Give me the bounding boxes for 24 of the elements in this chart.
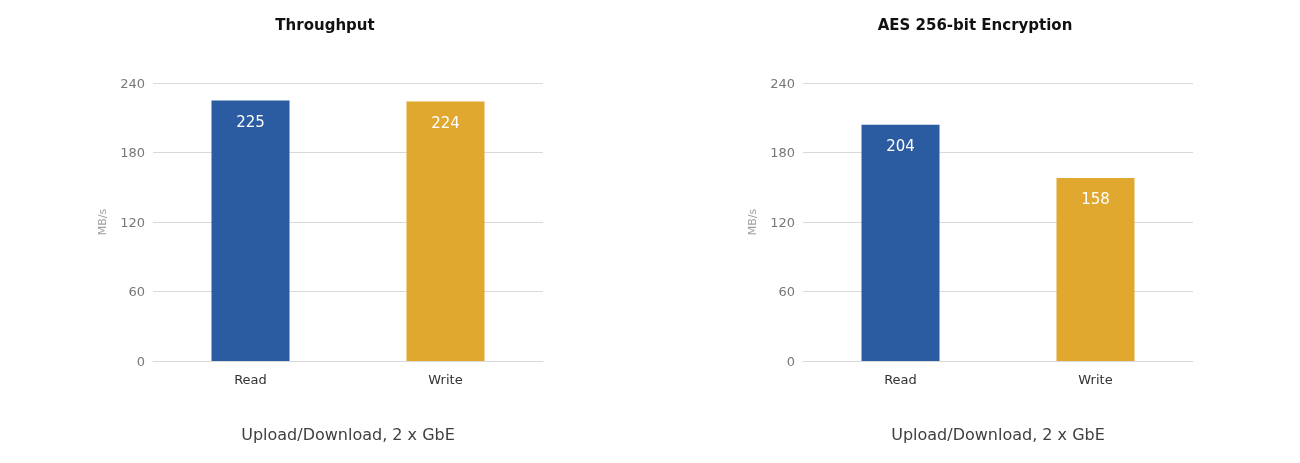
chart-title: Throughput	[275, 15, 375, 34]
y-tick-label: 180	[120, 145, 145, 160]
data-label: 204	[886, 137, 915, 156]
data-label: 225	[236, 112, 265, 131]
data-label: 224	[431, 114, 460, 133]
y-tick-label: 60	[128, 284, 145, 299]
y-tick-label: 120	[770, 214, 795, 230]
x-axis-title: Upload/Download, 2 x GbE	[241, 424, 455, 444]
y-tick-label: 240	[770, 75, 795, 91]
y-tick-label: 120	[120, 214, 145, 230]
y-tick-label: 240	[120, 75, 145, 91]
y-tick-label: 180	[770, 145, 795, 160]
y-tick-label: 60	[778, 284, 795, 299]
y-axis-title: MB/s	[96, 208, 109, 236]
x-tick-label: Read	[884, 372, 917, 387]
data-label: 158	[1081, 190, 1110, 209]
y-axis-title: MB/s	[746, 208, 759, 236]
x-axis-title: Upload/Download, 2 x GbE	[891, 424, 1105, 444]
x-tick-label: Write	[1078, 372, 1113, 387]
y-tick-label: 0	[786, 353, 795, 369]
x-tick-label: Read	[234, 372, 267, 387]
x-tick-label: Write	[428, 372, 463, 387]
y-tick-label: 0	[136, 353, 145, 369]
chart-title: AES 256-bit Encryption	[877, 15, 1073, 34]
